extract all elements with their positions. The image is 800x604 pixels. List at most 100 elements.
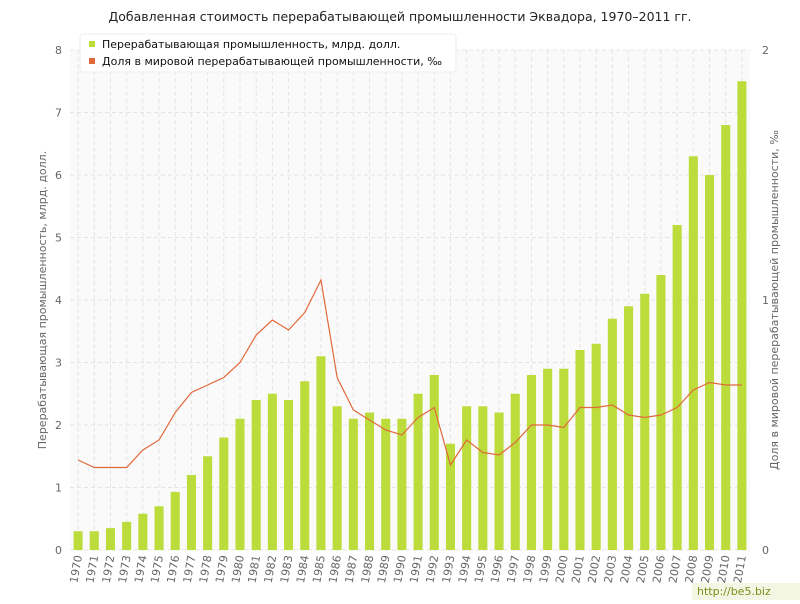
x-tick-label: 1989 bbox=[375, 554, 393, 584]
bar bbox=[235, 418, 245, 550]
bar bbox=[737, 81, 747, 550]
bar bbox=[575, 350, 585, 550]
legend-box bbox=[79, 33, 457, 73]
bar bbox=[543, 368, 553, 550]
y-tick-label: 0 bbox=[55, 544, 62, 557]
watermark-bg bbox=[692, 583, 800, 600]
y-tick-label: 6 bbox=[55, 169, 62, 182]
bar bbox=[526, 375, 536, 550]
x-tick-label: 2011 bbox=[731, 554, 749, 584]
bar bbox=[559, 368, 569, 550]
x-tick-label: 1976 bbox=[165, 554, 183, 584]
bar bbox=[672, 225, 682, 550]
x-tick-label: 1992 bbox=[424, 554, 442, 584]
bar bbox=[591, 343, 601, 550]
bar bbox=[170, 491, 180, 550]
x-tick-label: 1998 bbox=[521, 554, 539, 584]
bar bbox=[381, 418, 391, 550]
y-tick-label: 2 bbox=[55, 419, 62, 432]
bar bbox=[267, 393, 277, 550]
x-tick-label: 1983 bbox=[278, 554, 296, 584]
bar bbox=[688, 156, 698, 550]
x-tick-label: 1978 bbox=[197, 554, 215, 584]
x-tick-label: 1980 bbox=[229, 554, 247, 584]
bar bbox=[704, 175, 715, 550]
y-tick-label: 8 bbox=[55, 44, 62, 57]
bar bbox=[348, 418, 358, 550]
bar bbox=[154, 506, 164, 550]
x-tick-label: 1971 bbox=[84, 554, 102, 584]
bar bbox=[397, 418, 407, 550]
x-tick-label: 1988 bbox=[359, 554, 377, 584]
y2-axis-label: Доля в мировой перерабатывающей промышле… bbox=[768, 130, 781, 470]
chart-title: Добавленная стоимость перерабатывающей п… bbox=[108, 9, 691, 24]
x-tick-label: 1979 bbox=[213, 554, 231, 584]
y-tick-label: 4 bbox=[55, 294, 62, 307]
bar bbox=[316, 356, 326, 550]
bar bbox=[332, 406, 342, 550]
legend: Перерабатывающая промышленность, млрд. д… bbox=[79, 33, 457, 73]
bar bbox=[364, 412, 375, 550]
y-axis-label: Перерабатывающая промышленность, млрд. д… bbox=[36, 151, 49, 449]
y2-tick-label: 2 bbox=[762, 44, 769, 57]
x-tick-label: 1970 bbox=[67, 554, 85, 584]
bar bbox=[624, 306, 634, 550]
x-tick-label: 1974 bbox=[132, 554, 150, 584]
bar bbox=[494, 412, 504, 550]
bar bbox=[138, 513, 148, 550]
x-tick-label: 2006 bbox=[650, 554, 668, 584]
x-tick-label: 2009 bbox=[699, 554, 717, 584]
legend-marker bbox=[89, 58, 95, 64]
bar bbox=[89, 531, 99, 550]
bar bbox=[478, 406, 488, 550]
bar bbox=[105, 528, 116, 550]
bar bbox=[721, 125, 731, 550]
x-tick-label: 1977 bbox=[181, 554, 199, 584]
x-tick-label: 1990 bbox=[391, 554, 409, 584]
bar bbox=[413, 393, 423, 550]
bar bbox=[445, 443, 456, 550]
watermark: http://be5.biz bbox=[697, 585, 771, 598]
x-tick-label: 1985 bbox=[310, 554, 328, 584]
bar bbox=[462, 406, 472, 550]
x-tick-label: 1993 bbox=[440, 554, 458, 584]
x-tick-label: 1997 bbox=[505, 554, 523, 584]
y-tick-label: 7 bbox=[55, 107, 62, 120]
bar bbox=[73, 531, 83, 550]
x-tick-label: 1991 bbox=[407, 554, 425, 584]
x-tick-label: 2005 bbox=[634, 554, 652, 584]
y-tick-label: 3 bbox=[55, 357, 62, 370]
x-tick-label: 2002 bbox=[585, 554, 603, 584]
bar bbox=[219, 437, 229, 550]
y-tick-label: 1 bbox=[55, 482, 62, 495]
x-tick-label: 1981 bbox=[245, 554, 263, 584]
bar bbox=[640, 293, 650, 550]
x-tick-label: 2003 bbox=[602, 554, 620, 584]
x-tick-label: 1986 bbox=[326, 554, 344, 584]
bar bbox=[122, 521, 132, 550]
x-tick-label: 1982 bbox=[262, 554, 280, 584]
x-tick-label: 2001 bbox=[569, 554, 587, 584]
bar bbox=[300, 381, 310, 550]
bar bbox=[203, 456, 213, 550]
x-tick-label: 2010 bbox=[715, 554, 733, 584]
bar bbox=[186, 475, 196, 550]
bar bbox=[656, 275, 666, 550]
bar bbox=[251, 400, 261, 550]
line bbox=[77, 278, 742, 469]
x-tick-label: 2008 bbox=[683, 554, 701, 584]
legend-marker bbox=[89, 41, 95, 47]
legend-label: Перерабатывающая промышленность, млрд. д… bbox=[102, 38, 400, 51]
x-tick-label: 1994 bbox=[456, 554, 474, 584]
x-tick-label: 1972 bbox=[100, 554, 118, 584]
x-tick-label: 1975 bbox=[148, 554, 166, 584]
x-tick-label: 2007 bbox=[666, 554, 684, 584]
x-tick-label: 2000 bbox=[553, 554, 571, 584]
x-tick-label: 1996 bbox=[488, 554, 506, 584]
bar bbox=[607, 318, 617, 550]
legend-label: Доля в мировой перерабатывающей промышле… bbox=[102, 55, 442, 68]
y2-tick-label: 1 bbox=[762, 294, 769, 307]
x-tick-label: 2004 bbox=[618, 554, 636, 584]
x-tick-label: 1995 bbox=[472, 554, 490, 584]
